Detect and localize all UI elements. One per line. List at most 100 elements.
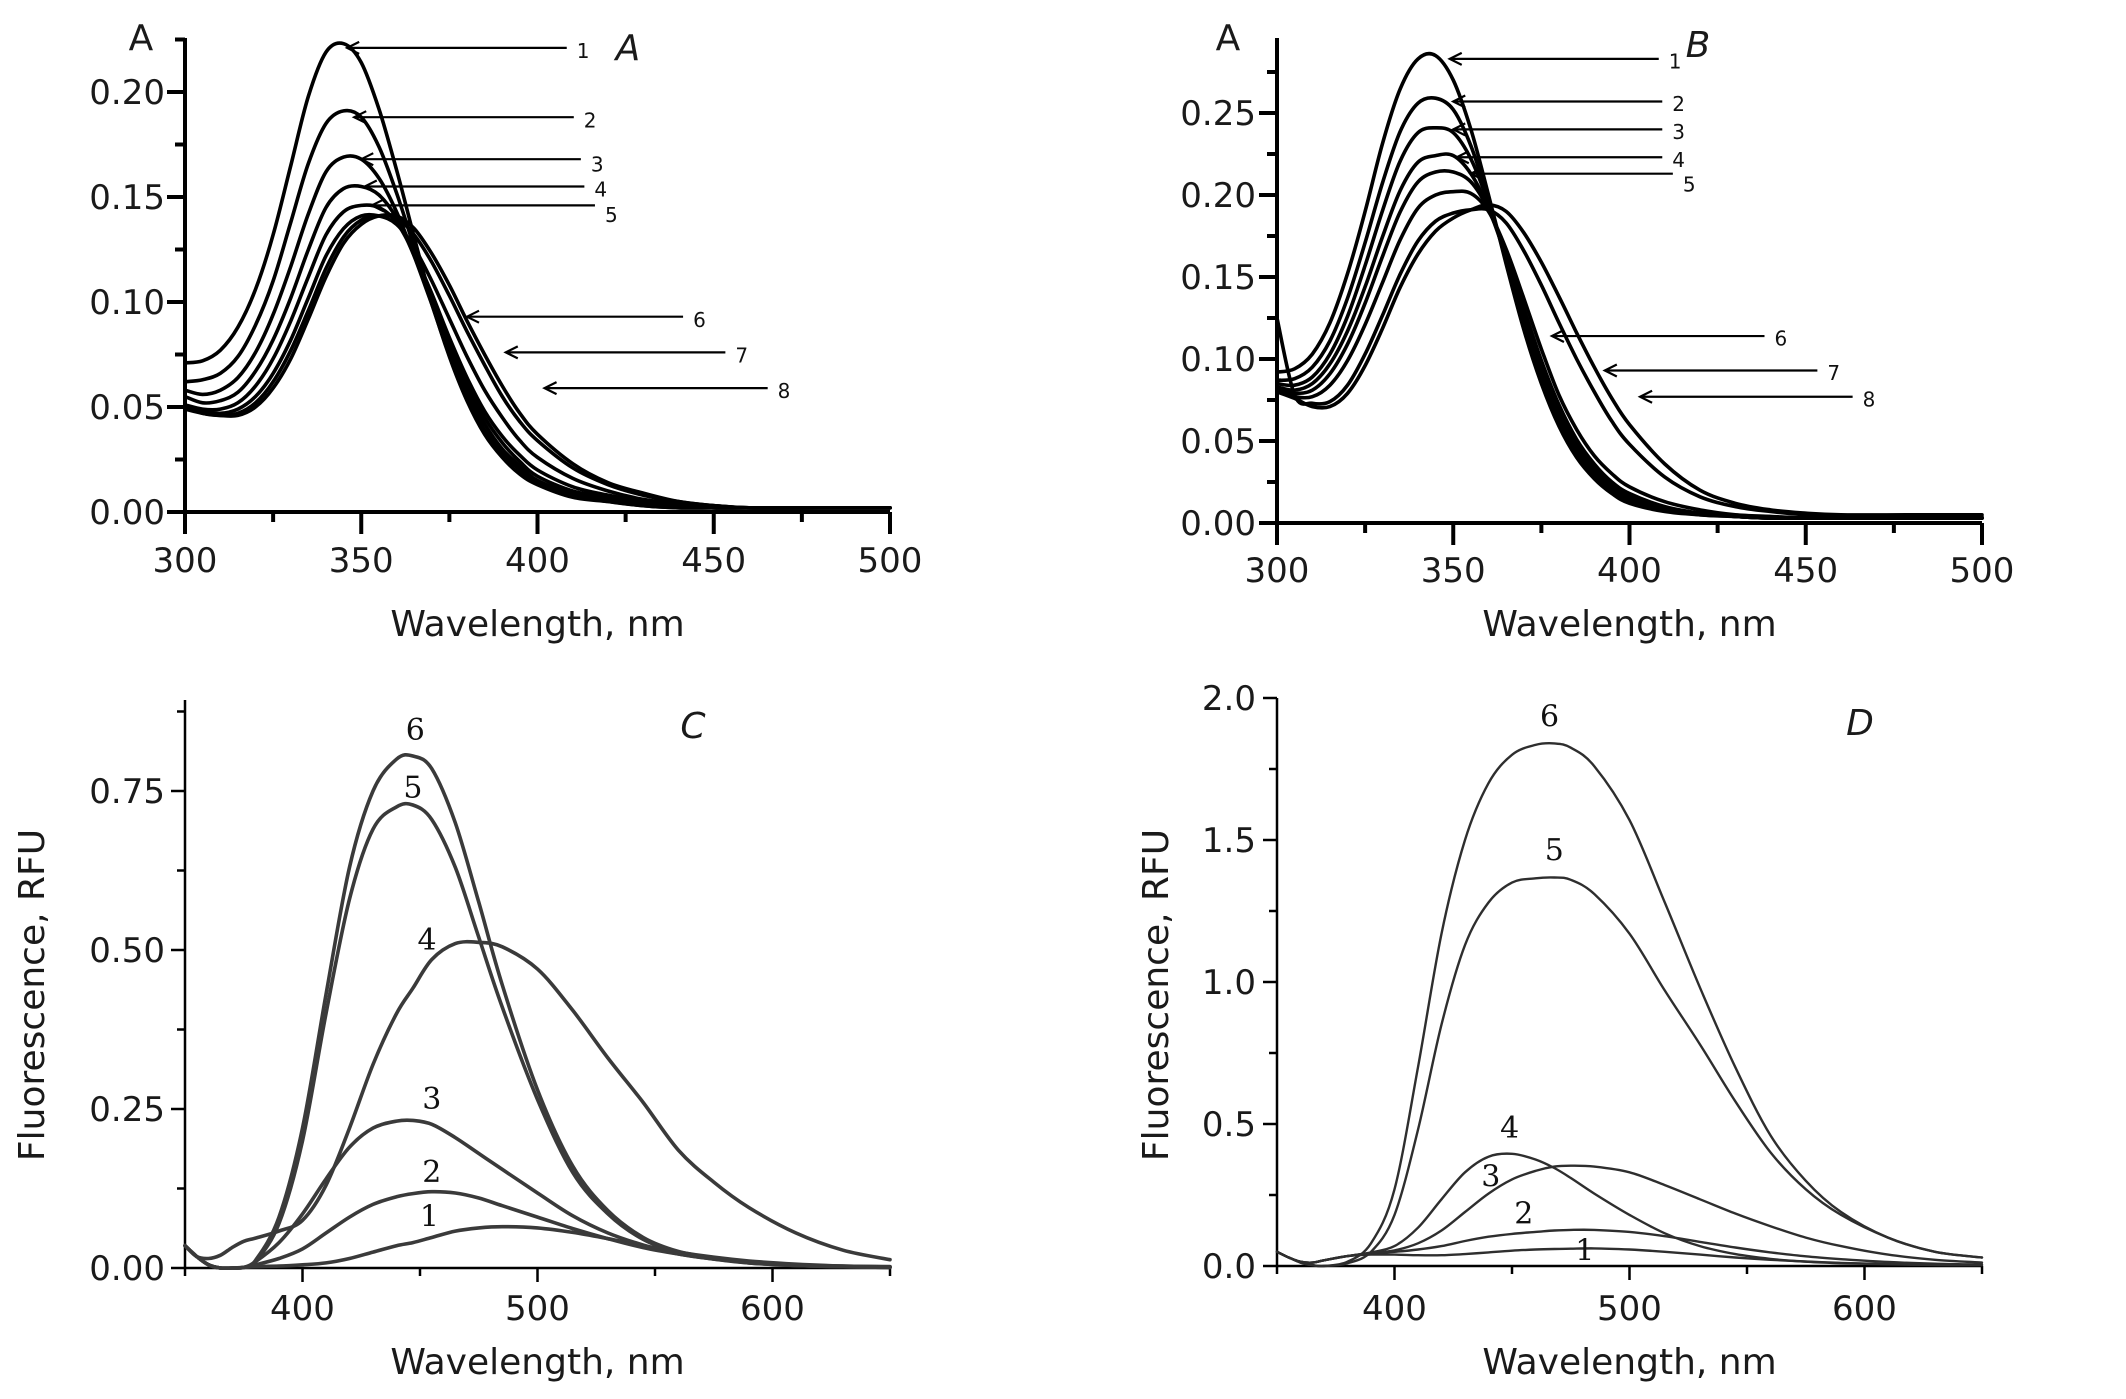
- curve-number-label: 1: [1669, 50, 1682, 74]
- curve-number-label: 5: [1683, 173, 1696, 197]
- curve-label-arrow: 3: [1450, 120, 1685, 144]
- arrow-head-icon: [1468, 166, 1484, 181]
- curve-label-arrow: 5: [369, 198, 618, 227]
- series-7-line: [1275, 206, 1984, 519]
- curve-label-arrow: 5: [1468, 166, 1696, 197]
- y-tick-label: 0.0: [1202, 1247, 1256, 1287]
- y-tick-label: 0.75: [89, 772, 165, 812]
- curve-label-arrow: 2: [1450, 92, 1685, 116]
- curve-label-arrow: 1: [1447, 50, 1682, 74]
- x-tick-label: 500: [858, 541, 923, 581]
- panel-letter: A: [614, 28, 641, 69]
- curve-number-label: 7: [1827, 361, 1840, 385]
- arrow-head-icon: [1602, 363, 1618, 378]
- y-tick-label: 0.05: [89, 388, 165, 428]
- curve-number-label: 4: [1500, 1111, 1519, 1146]
- curve-number-label: 6: [1775, 327, 1788, 351]
- curve-number-label: 3: [1672, 120, 1685, 144]
- y-tick-label: 0.00: [89, 493, 165, 533]
- y-tick-label: 0.5: [1202, 1105, 1256, 1145]
- x-tick-label: 400: [505, 541, 570, 581]
- curve-label-arrow: 3: [358, 152, 604, 176]
- arrow-head-icon: [362, 179, 378, 194]
- y-tick-label: 0.10: [1180, 340, 1256, 380]
- arrow-head-icon: [358, 152, 374, 167]
- series-6-line: [183, 212, 892, 510]
- curve-label-arrow: 8: [1637, 387, 1876, 411]
- curve-number-label: 5: [403, 770, 422, 805]
- x-axis-label: Wavelength, nm: [1482, 604, 1776, 645]
- curve-number-label: 2: [1514, 1196, 1533, 1231]
- x-tick-label: 600: [740, 1289, 805, 1329]
- curve-number-label: 4: [418, 923, 437, 958]
- curve-number-label: 4: [1672, 148, 1685, 172]
- x-tick-label: 500: [505, 1289, 570, 1329]
- arrow-head-icon: [1450, 122, 1466, 137]
- arrow-head-icon: [1450, 94, 1466, 109]
- x-tick-label: 400: [1362, 1289, 1427, 1329]
- x-tick-label: 350: [329, 541, 394, 581]
- arrow-head-icon: [1454, 150, 1470, 165]
- x-tick-label: 350: [1421, 551, 1486, 591]
- curve-number-label: 1: [420, 1200, 439, 1235]
- arrow-head-icon: [542, 381, 558, 396]
- panel-a-absorbance-chart: 300 350 400 450 500 0.00 0.05 0.10 0.15 0.20 Wavel…: [89, 18, 922, 645]
- panel-b-absorbance-chart: 300 350 400 450 500 0.00 0.05 0.10 0.15 0.20 0.25 W…: [1180, 18, 2014, 645]
- panel-c-fluorescence-chart: 400 500 600 0.00 0.25 0.50 0.75 Wavelength, nm F…: [12, 700, 892, 1383]
- curve-label-arrow: 4: [362, 178, 607, 202]
- y-axis-label: Fluorescence, RFU: [1136, 829, 1177, 1161]
- curve-label-arrow: 1: [344, 39, 590, 63]
- curve-number-label: 4: [594, 178, 607, 202]
- arrow-head-icon: [1447, 51, 1463, 66]
- y-tick-label: 0.20: [1180, 176, 1256, 216]
- x-tick-label: 450: [1773, 551, 1838, 591]
- y-axis-label: A: [1216, 18, 1241, 59]
- curve-number-label: 3: [422, 1082, 441, 1117]
- curve-number-label: 6: [406, 713, 425, 748]
- arrow-head-icon: [503, 345, 519, 360]
- arrow-head-icon: [1637, 389, 1653, 404]
- series-4-line: [1275, 1152, 1984, 1267]
- curve-number-label: 3: [591, 152, 604, 176]
- curve-number-label: 2: [422, 1155, 441, 1190]
- y-tick-label: 1.5: [1202, 821, 1256, 861]
- curve-label-arrow: 6: [1549, 327, 1788, 351]
- panel-letter: C: [680, 706, 706, 747]
- y-tick-label: 0.15: [89, 178, 165, 218]
- arrow-head-icon: [369, 198, 385, 213]
- x-tick-label: 500: [1597, 1289, 1662, 1329]
- arrow-head-icon: [344, 40, 360, 55]
- series-6-line: [1275, 741, 1984, 1268]
- y-tick-label: 0.25: [1180, 94, 1256, 134]
- x-axis-label: Wavelength, nm: [1482, 1342, 1776, 1383]
- curve-number-label: 5: [605, 203, 618, 227]
- y-tick-label: 1.0: [1202, 963, 1256, 1003]
- curve-label-arrow: 8: [542, 379, 791, 403]
- series-8-line: [183, 212, 892, 510]
- series-8-line: [1275, 203, 1984, 517]
- y-tick-label: 0.05: [1180, 422, 1256, 462]
- y-tick-label: 0.25: [89, 1090, 165, 1130]
- curve-number-label: 8: [778, 379, 791, 403]
- curve-number-label: 1: [577, 39, 590, 63]
- x-tick-label: 300: [1245, 551, 1310, 591]
- y-tick-label: 0.00: [1180, 504, 1256, 544]
- curve-number-label: 6: [693, 308, 706, 332]
- arrow-head-icon: [351, 110, 367, 125]
- curve-label-arrow: 7: [1602, 361, 1840, 385]
- curve-label-arrow: 4: [1454, 148, 1685, 172]
- y-tick-label: 0.15: [1180, 258, 1256, 298]
- curve-number-label: 2: [1672, 92, 1685, 116]
- x-tick-label: 450: [681, 541, 746, 581]
- x-axis-label: Wavelength, nm: [390, 1342, 684, 1383]
- panel-letter: B: [1686, 25, 1711, 66]
- curve-label-arrow: 6: [464, 308, 706, 332]
- y-tick-label: 0.00: [89, 1249, 165, 1289]
- series-6-line: [183, 752, 892, 1271]
- x-axis-label: Wavelength, nm: [390, 604, 684, 645]
- x-tick-label: 400: [1597, 551, 1662, 591]
- x-tick-label: 400: [270, 1289, 335, 1329]
- curve-number-label: 8: [1863, 387, 1876, 411]
- series-4-line: [183, 939, 892, 1262]
